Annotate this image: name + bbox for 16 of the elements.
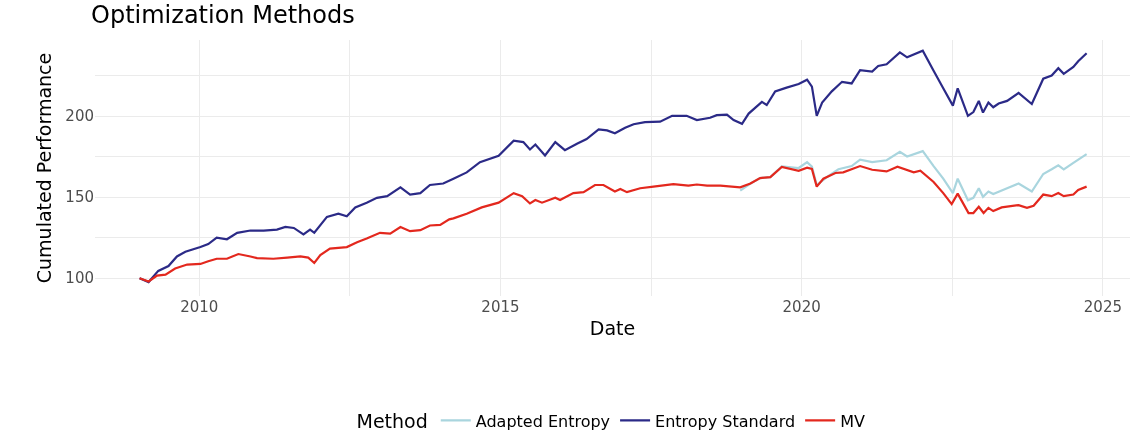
legend-title: Method (356, 410, 428, 433)
y-tick-label: 200 (65, 107, 94, 126)
chart-title: Optimization Methods (91, 1, 355, 30)
x-tick-label: 2010 (180, 298, 219, 316)
x-axis-title: Date (589, 316, 636, 339)
x-tick-label: 2025 (1083, 298, 1122, 316)
y-axis-title: Cumulated Performance (33, 52, 56, 284)
legend-label: MV (840, 411, 865, 431)
legend-label: Adapted Entropy (475, 411, 611, 431)
y-tick-label: 150 (65, 188, 94, 207)
y-tick-label: 100 (65, 269, 94, 288)
line-series (138, 164, 1088, 283)
line-series (739, 150, 1088, 202)
x-tick-label: 2020 (782, 298, 821, 316)
x-tick-label: 2015 (481, 298, 520, 316)
legend-label: Entropy Standard (655, 411, 796, 431)
